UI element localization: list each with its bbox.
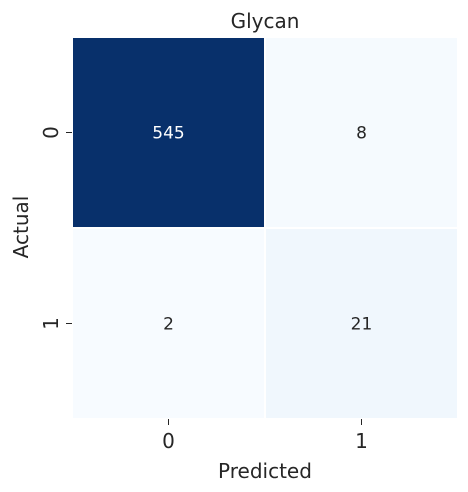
cell-value-1-1: 21 (351, 315, 373, 335)
y-tick-label-1: 1 (39, 317, 63, 330)
axis-tick-labels: 0 1 0 1 (39, 126, 368, 453)
cell-value-0-0: 545 (152, 124, 184, 144)
heatmap-cell-1-0 (71, 227, 266, 420)
x-axis-label: Predicted (218, 459, 312, 483)
heatmap-cell-0-1 (264, 36, 459, 229)
heatmap-cell-labels: 545 8 2 21 (152, 124, 372, 335)
axis-ticks (66, 132, 362, 425)
heatmap-cell-0-0 (71, 36, 266, 229)
cell-value-1-0: 2 (163, 315, 174, 335)
cell-value-0-1: 8 (356, 124, 367, 144)
heatmap-cell-1-1 (264, 227, 459, 420)
x-tick-label-1: 1 (355, 429, 368, 453)
y-axis-label: Actual (9, 196, 33, 259)
y-tick-label-0: 0 (39, 126, 63, 139)
x-tick-label-0: 0 (162, 429, 175, 453)
chart-title: Glycan (231, 9, 300, 33)
heatmap-cells (71, 36, 459, 420)
